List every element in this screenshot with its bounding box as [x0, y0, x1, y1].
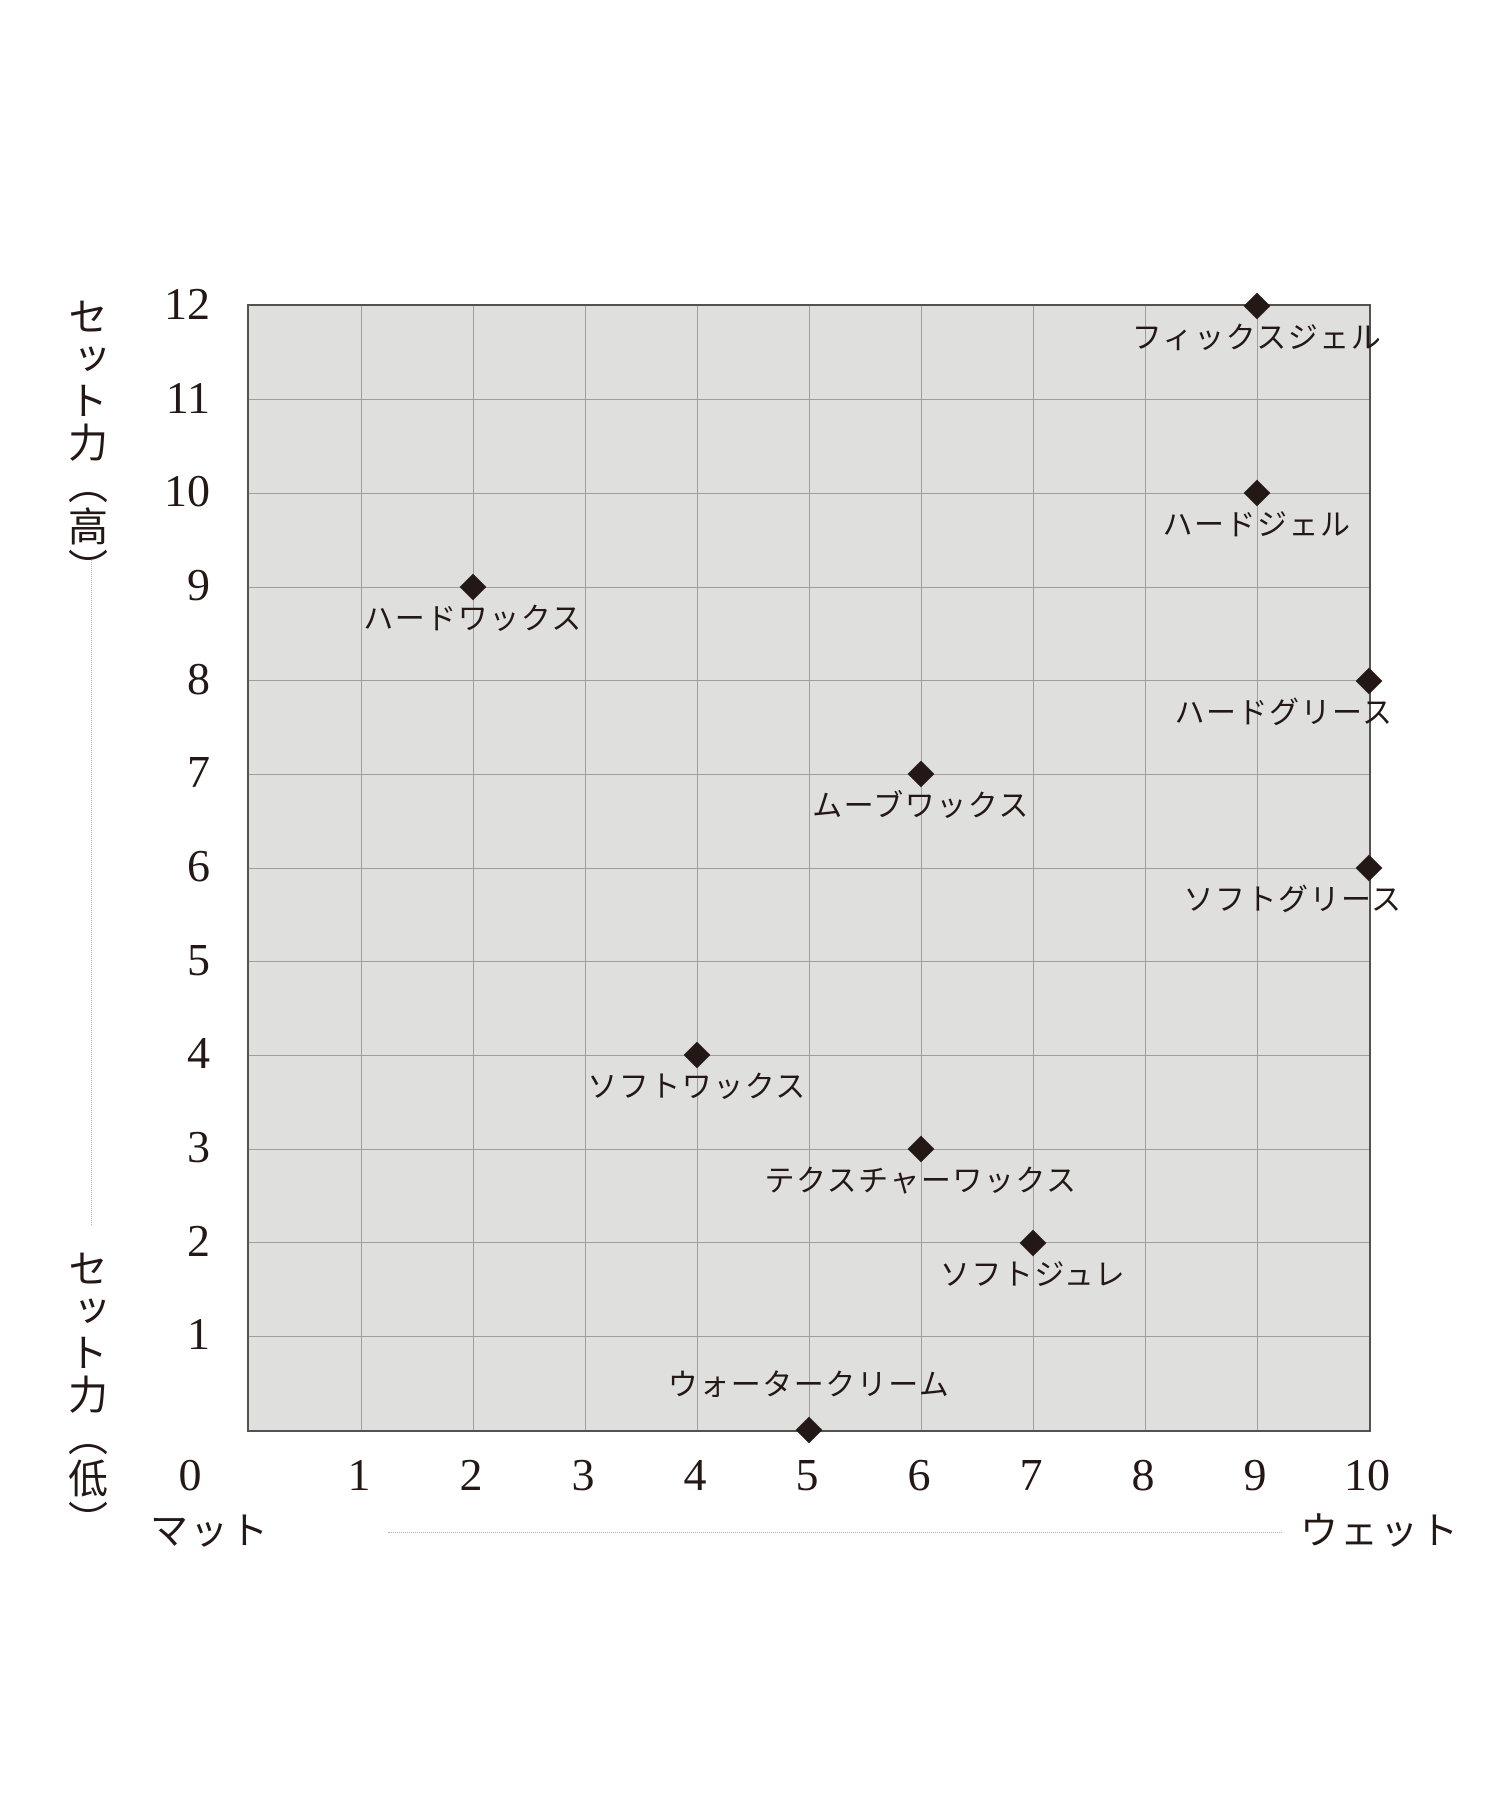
x-tick-label: 10 [1344, 1449, 1390, 1500]
y-tick-label: 3 [187, 1121, 210, 1172]
gridline-horizontal [249, 1242, 1369, 1244]
y-tick-label: 1 [187, 1308, 210, 1360]
x-tick-label: 7 [1019, 1449, 1043, 1500]
plot-area: フィックスジェル ハードジェルハードワックスハードグリースムーブワックスソフトグリ… [247, 292, 1401, 1444]
gridline-horizontal [249, 1335, 1369, 1337]
gridline-horizontal [249, 867, 1369, 869]
x-axis-label-matte: マット [150, 1511, 271, 1553]
gridline-horizontal [249, 680, 1369, 682]
y-tick-label: 11 [165, 371, 210, 423]
data-point-diamond-icon [907, 1135, 935, 1163]
gridline-horizontal [249, 1054, 1369, 1056]
y-tick-label: 4 [187, 1027, 210, 1079]
gridline-horizontal [249, 399, 1369, 401]
data-point-label: ハードグリース [1174, 696, 1394, 730]
x-tick-label: 9 [1243, 1449, 1267, 1500]
x-tick-label: 4 [683, 1449, 707, 1500]
y-axis-label-high: セット力（高） [62, 296, 107, 590]
x-tick-label: 8 [1131, 1449, 1155, 1500]
x-tick-label: 2 [459, 1449, 483, 1500]
gridline-horizontal [249, 586, 1369, 588]
data-point-diamond-icon [1243, 479, 1271, 507]
data-point-label: ウォータークリーム [667, 1369, 951, 1402]
data-point-diamond-icon [795, 1416, 823, 1444]
x-tick-label: 0 [178, 1449, 202, 1500]
gridline-horizontal [249, 773, 1369, 775]
x-tick-label: 5 [795, 1449, 819, 1500]
data-point-diamond-icon [1019, 1229, 1047, 1257]
gridline-horizontal [249, 492, 1369, 494]
data-point-label: ソフトワックス [587, 1071, 807, 1105]
y-tick-label: 8 [187, 652, 210, 704]
gridline-horizontal [249, 961, 1369, 963]
y-tick-label: 7 [187, 746, 210, 798]
y-tick-label: 6 [187, 840, 210, 891]
data-point-diamond-icon [459, 573, 487, 601]
data-point-diamond-icon [1243, 292, 1271, 320]
data-point-label: ハードワックス [363, 603, 583, 636]
x-axis-continuum-line [388, 1532, 1282, 1533]
y-tick-label: 12 [164, 278, 210, 329]
x-tick-label: 1 [347, 1449, 371, 1500]
x-axis-label-wet: ウェット [1300, 1511, 1461, 1553]
data-point-label: テクスチャーワックス [764, 1165, 1078, 1198]
y-axis-label-low: セット力（低） [62, 1248, 107, 1542]
y-tick-label: 5 [187, 933, 210, 985]
y-tick-label: 2 [187, 1214, 210, 1266]
y-tick-label: 9 [187, 559, 210, 610]
data-point-label: フィックスジェル [1131, 322, 1383, 355]
data-point-diamond-icon [683, 1041, 711, 1069]
data-point-diamond-icon [907, 760, 935, 788]
data-point-label: ハードジェル [1162, 509, 1352, 543]
data-point-label: ムーブワックス [812, 790, 1030, 824]
x-tick-label: 3 [571, 1449, 595, 1500]
data-point-diamond-icon [1355, 854, 1383, 882]
data-point-label: ソフトグリース [1183, 884, 1403, 917]
x-tick-label: 6 [907, 1449, 931, 1500]
y-tick-label: 10 [164, 465, 210, 517]
data-point-diamond-icon [1355, 667, 1383, 695]
gridline-horizontal [249, 1148, 1369, 1150]
data-point-label: ソフトジュレ [939, 1258, 1127, 1292]
y-axis-continuum-line [91, 560, 92, 1225]
